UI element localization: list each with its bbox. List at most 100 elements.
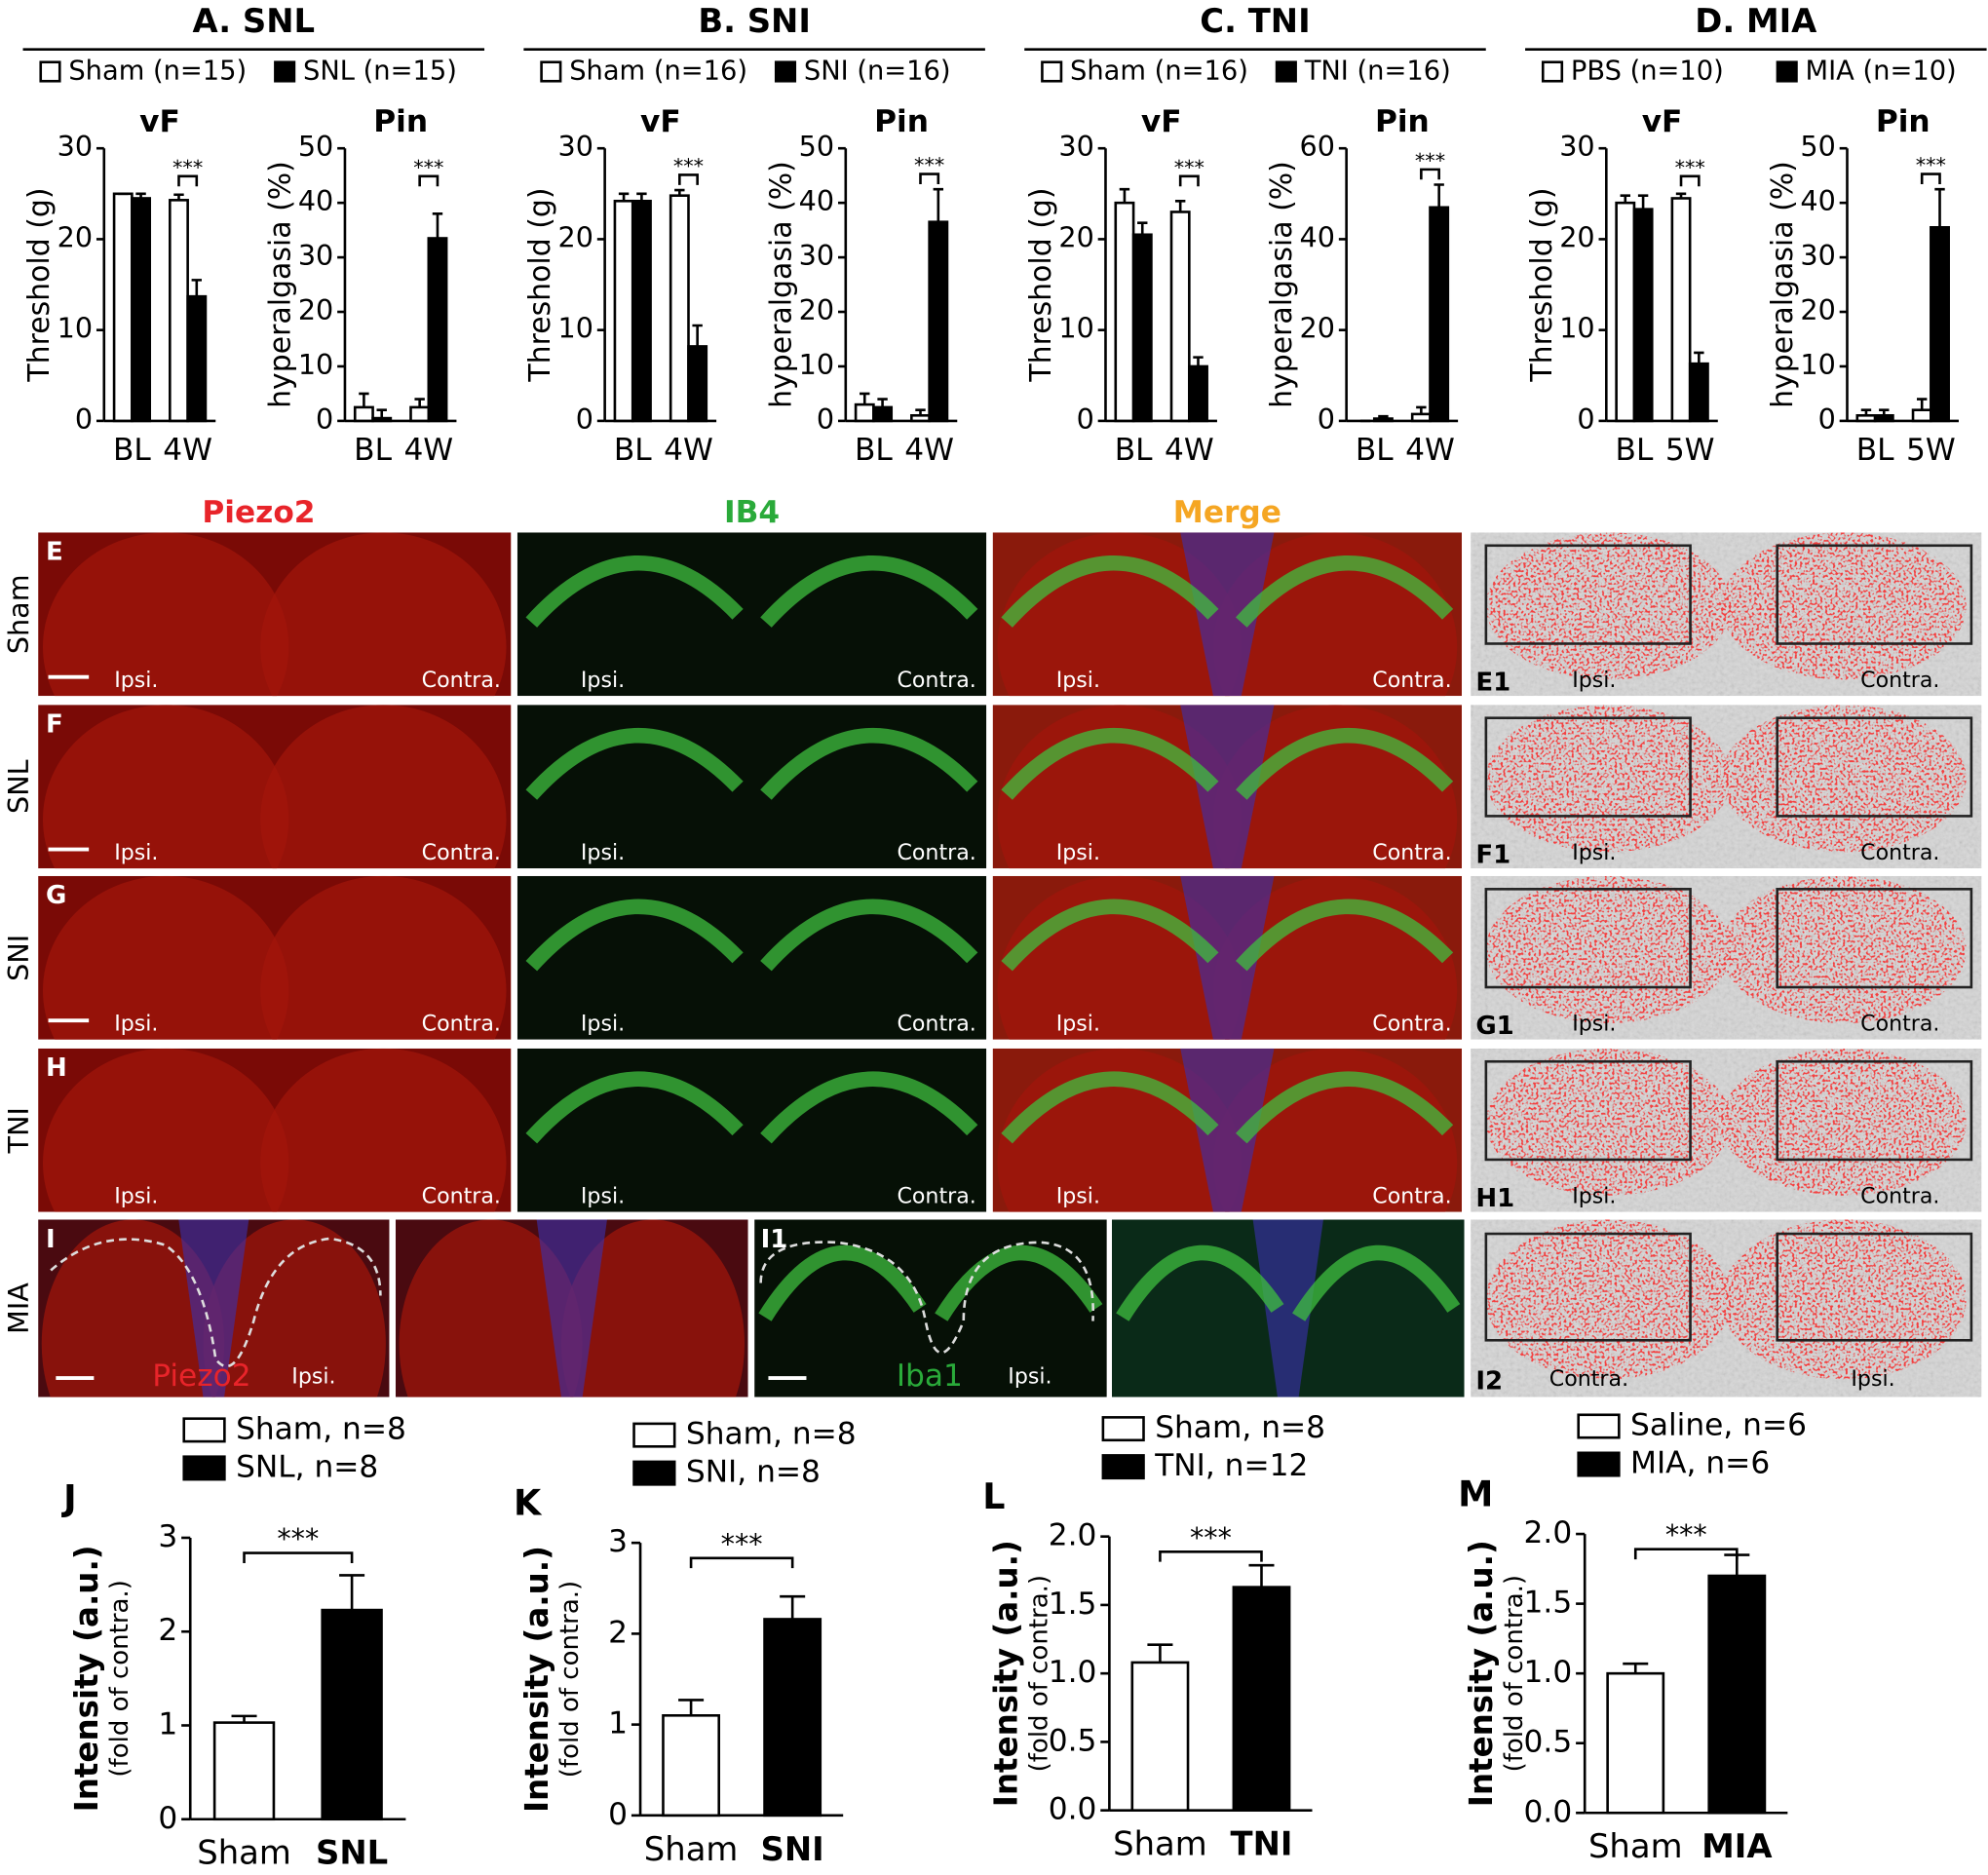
x-tick-label: Sham: [1113, 1825, 1207, 1863]
y-tick-label: 10: [57, 312, 93, 345]
dorsal-horn: [1001, 727, 1219, 800]
subplot-title: Pin: [1375, 104, 1430, 139]
dorsal-horn: [1001, 555, 1219, 628]
side-label: Ipsi.: [1056, 668, 1100, 693]
y-tick-label: 40: [1800, 184, 1835, 217]
y-tick-label: 1.0: [1049, 1655, 1097, 1690]
significance-label: ***: [914, 154, 944, 177]
bar: [1429, 206, 1450, 423]
row-label: Sham: [2, 574, 35, 654]
error-bar: [1378, 414, 1389, 419]
significance-bracket: [689, 1556, 794, 1569]
x-tick-label: SNL: [316, 1834, 388, 1872]
error-bar: [1879, 408, 1890, 416]
error-bar: [780, 1594, 806, 1620]
error-bar: [1916, 398, 1928, 410]
significance-bracket: [1178, 174, 1200, 187]
panel-letter: H1: [1475, 1184, 1514, 1213]
y-axis-label: hyperalgasia (%): [263, 161, 297, 408]
significance-label: ***: [1916, 154, 1946, 177]
significance-bracket: [1920, 172, 1941, 184]
significance-bracket: [1159, 1550, 1263, 1562]
y-tick-label: 0: [1077, 402, 1094, 436]
panel-letter: F: [46, 710, 63, 740]
bar: [1688, 362, 1709, 423]
dorsal-horn: [525, 727, 744, 800]
stain-area: [1485, 705, 1732, 853]
side-label: Contra.: [1860, 1184, 1939, 1209]
y-tick-label: 0: [576, 402, 593, 436]
y-tick-label: 2: [608, 1615, 628, 1650]
tissue: [399, 1219, 583, 1397]
subplot-title: Pin: [1876, 104, 1931, 139]
side-label: Contra.: [422, 840, 501, 865]
stain-area: [1485, 1048, 1732, 1196]
tissue: [43, 1048, 289, 1212]
error-bar: [1860, 408, 1872, 416]
micrograph-content: [38, 1219, 390, 1397]
panel-letter: G1: [1475, 1012, 1513, 1041]
y-tick-label: 20: [298, 293, 333, 326]
tissue: [260, 705, 507, 869]
bar: [1707, 1574, 1767, 1815]
panel-letter: F1: [1475, 841, 1510, 870]
side-label: Ipsi.: [1572, 1012, 1616, 1037]
micrograph: [1471, 532, 1982, 697]
micrograph-content: [516, 532, 987, 697]
error-bar: [173, 193, 184, 201]
midline: [1180, 1048, 1275, 1212]
roi-box: [1776, 716, 1973, 818]
y-tick-label: 0: [1818, 402, 1836, 436]
legend-label: TNI (n=16): [1304, 57, 1451, 87]
error-bar: [1620, 194, 1630, 204]
tissue: [560, 1219, 745, 1397]
x-tick-label: BL: [614, 433, 652, 468]
significance-label: ***: [413, 156, 443, 179]
x-tick-label: 4W: [1165, 433, 1214, 468]
legend-swatch: [632, 1422, 676, 1448]
dorsal-horn: [1292, 1244, 1461, 1321]
side-label: Contra.: [1372, 1184, 1451, 1209]
tissue: [260, 1048, 507, 1212]
side-label: Contra.: [1549, 1366, 1628, 1392]
midline: [1252, 1219, 1323, 1397]
row-label: SNL: [2, 759, 35, 814]
micrograph: [516, 532, 987, 697]
y-tick-label: 20: [1559, 220, 1594, 253]
significance-label: ***: [1190, 1520, 1232, 1553]
y-axis-label: hyperalgasia (%): [764, 161, 798, 408]
bar: [1873, 413, 1894, 423]
bar: [353, 405, 374, 423]
micrograph-content: [516, 1048, 987, 1212]
micrograph-bg: [516, 1048, 987, 1212]
y-tick-label: 30: [1800, 239, 1835, 272]
y-axis-label: Threshold (g): [523, 187, 557, 382]
micrograph: [1471, 705, 1982, 869]
y-axis-label: Threshold (g): [22, 187, 57, 382]
error-bar: [1174, 199, 1186, 212]
x-tick-label: 4W: [904, 433, 954, 468]
significance-bracket: [243, 1551, 354, 1563]
error-bar: [1675, 192, 1687, 199]
y-tick-label: 30: [1559, 130, 1594, 163]
micrograph-content: [516, 705, 987, 869]
significance-bracket: [1420, 168, 1440, 180]
y-tick-label: 20: [1300, 312, 1335, 345]
side-label: Contra.: [1372, 668, 1451, 693]
roi-box: [1776, 1232, 1973, 1342]
bar: [687, 345, 708, 423]
error-bar: [414, 398, 425, 407]
micrograph-content: [1471, 532, 1982, 697]
y-tick-label: 10: [799, 348, 834, 381]
y-tick-label: 40: [799, 184, 834, 217]
y-axis-label: Intensity (a.u.): [987, 1540, 1024, 1807]
y-axis-label: Threshold (g): [1024, 187, 1058, 382]
y-tick-label: 30: [57, 130, 93, 163]
roi-box: [1776, 544, 1973, 645]
micrograph: [516, 875, 987, 1040]
x-tick-label: Sham: [197, 1834, 291, 1872]
roi-box: [1484, 888, 1692, 989]
x-tick-label: Sham: [644, 1830, 739, 1868]
roi-box: [1776, 888, 1973, 989]
